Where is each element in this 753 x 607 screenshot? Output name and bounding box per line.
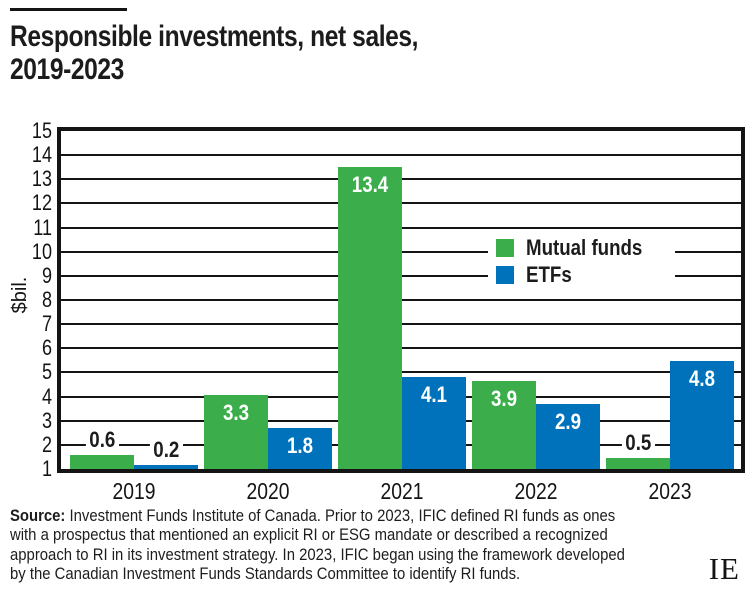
y-tick-label: 1 bbox=[41, 456, 52, 481]
y-tick-label: 11 bbox=[33, 214, 52, 240]
chart-title-line1: Responsible investments, net sales, bbox=[10, 20, 419, 53]
bar-value-label: 1.8 bbox=[286, 433, 314, 459]
source-label: Source: bbox=[10, 506, 66, 525]
bar-mutual-funds-2020: 3.3 bbox=[204, 394, 268, 469]
y-tick-label: 8 bbox=[41, 287, 52, 312]
legend-item-etfs: ETFs bbox=[496, 262, 663, 287]
source-text: Investment Funds Institute of Canada. Pr… bbox=[10, 506, 625, 583]
bar-value-label-text: 0.5 bbox=[621, 429, 655, 456]
y-tick-label: 2 bbox=[41, 431, 52, 457]
y-tick-label: 3 bbox=[41, 407, 52, 433]
publication-logo: IE bbox=[708, 551, 740, 586]
y-tick-label: 13 bbox=[31, 166, 52, 192]
y-tick-label: 15 bbox=[31, 118, 52, 143]
bar-etfs-2023: 4.8 bbox=[670, 360, 734, 469]
legend-item-mutual-funds: Mutual funds bbox=[496, 235, 663, 260]
bar-etfs-2022: 2.9 bbox=[536, 403, 600, 469]
bar-mutual-funds-2021: 13.4 bbox=[338, 167, 402, 469]
chart-title-line2: 2019-2023 bbox=[10, 53, 124, 86]
bar-mutual-funds-2022: 3.9 bbox=[472, 381, 536, 469]
gridline bbox=[61, 154, 741, 157]
y-axis-title: $bil. bbox=[8, 276, 31, 314]
bar-value-label: 0.2 bbox=[128, 436, 204, 463]
x-tick-label: 2019 bbox=[112, 478, 156, 504]
bar-value-label: 13.4 bbox=[351, 172, 389, 198]
x-tick-label: 2021 bbox=[380, 478, 424, 504]
bar-value-label: 3.3 bbox=[222, 399, 250, 425]
y-tick-label: 4 bbox=[41, 383, 52, 409]
bar-value-label: 2.9 bbox=[554, 408, 582, 434]
plot-area: Mutual funds ETFs 0.6 0.2 3.3 1.8 13.4 4.1 3.9… bbox=[57, 127, 745, 473]
bar-mutual-funds-2019 bbox=[70, 455, 134, 469]
y-tick-label: 10 bbox=[31, 238, 52, 264]
legend: Mutual funds ETFs bbox=[488, 230, 675, 294]
x-axis-ticks: 2019 2020 2021 2022 2023 bbox=[61, 478, 741, 506]
y-tick-label: 14 bbox=[31, 142, 52, 168]
y-tick-label: 5 bbox=[41, 359, 52, 385]
source-note: Source: Investment Funds Institute of Ca… bbox=[10, 506, 635, 583]
title-rule bbox=[10, 8, 127, 11]
bar-etfs-2020: 1.8 bbox=[268, 428, 332, 469]
y-tick-label: 12 bbox=[31, 190, 52, 216]
y-tick-label: 9 bbox=[41, 262, 52, 288]
chart-title: Responsible investments, net sales, 2019… bbox=[10, 20, 419, 86]
bar-value-label-text: 0.6 bbox=[85, 427, 119, 454]
bar-value-label-text: 0.2 bbox=[149, 436, 183, 463]
y-axis-ticks: 1 2 3 4 5 6 7 8 9 10 11 12 13 14 15 bbox=[2, 118, 52, 481]
y-tick-label: 7 bbox=[41, 311, 52, 337]
bar-value-label: 0.5 bbox=[600, 429, 676, 456]
bar-value-label: 4.8 bbox=[688, 365, 716, 391]
y-tick-label: 6 bbox=[41, 335, 52, 361]
bar-value-label: 4.1 bbox=[420, 381, 448, 407]
bar-mutual-funds-2023 bbox=[606, 457, 670, 469]
etfs-swatch-icon bbox=[496, 265, 514, 284]
bar-etfs-2021: 4.1 bbox=[402, 376, 466, 469]
bar-value-label: 0.6 bbox=[64, 427, 140, 454]
x-tick-label: 2022 bbox=[514, 478, 558, 504]
legend-label: ETFs bbox=[526, 261, 572, 287]
mutual-funds-swatch-icon bbox=[496, 238, 514, 257]
bar-value-label: 3.9 bbox=[490, 386, 518, 412]
x-tick-label: 2023 bbox=[648, 478, 692, 504]
legend-label: Mutual funds bbox=[526, 234, 643, 260]
bar-etfs-2019 bbox=[134, 464, 198, 469]
x-tick-label: 2020 bbox=[246, 478, 290, 504]
